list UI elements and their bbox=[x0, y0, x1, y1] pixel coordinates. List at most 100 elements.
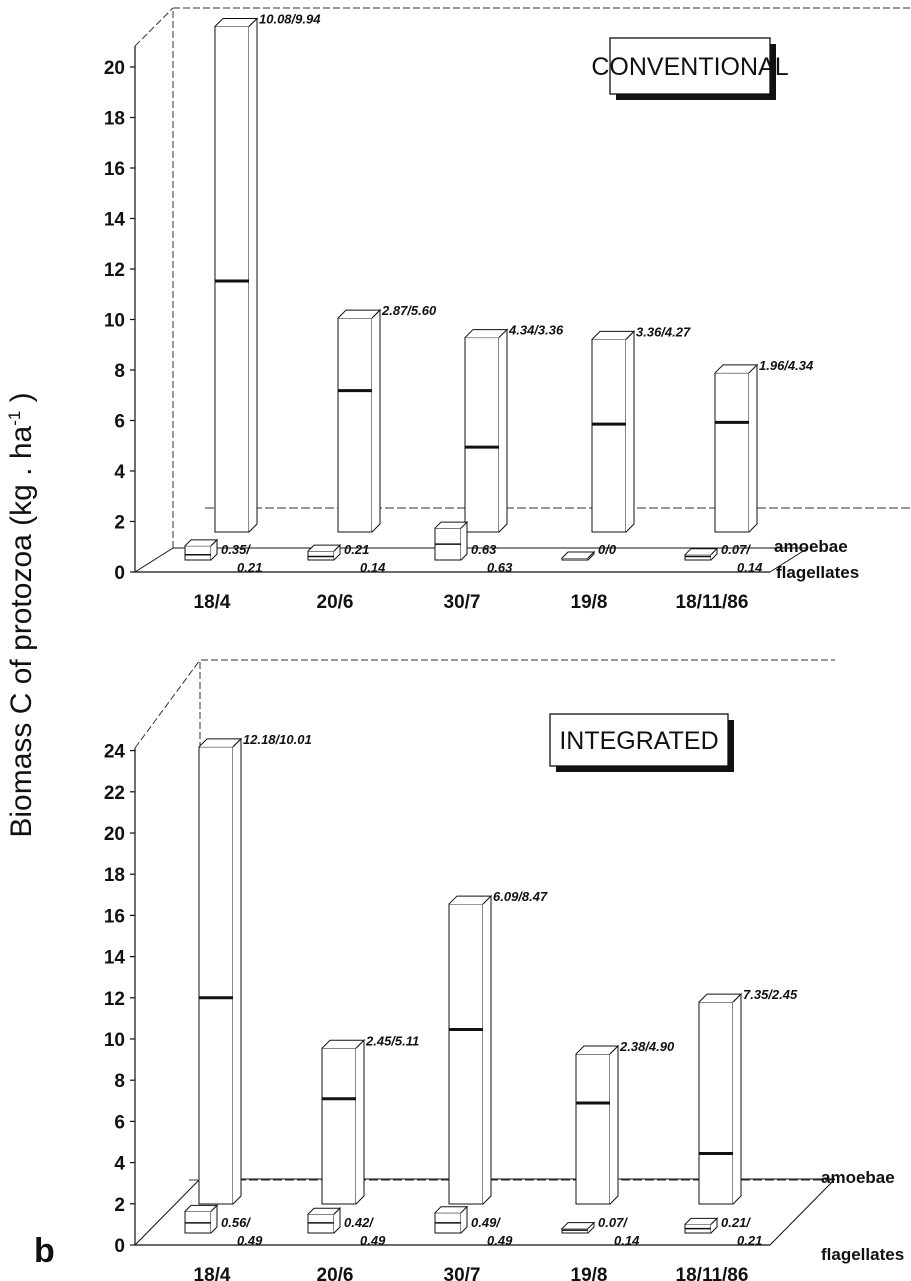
y-axis-label: Biomass C of protozoa (kg . ha-1 ) bbox=[5, 255, 55, 975]
amoebae-value-label: 6.09/8.47 bbox=[493, 889, 548, 904]
flagellates-value-label-bottom: 0.49 bbox=[237, 1233, 263, 1248]
flagellates-value-label-top: 0.63 bbox=[471, 542, 497, 557]
flagellates-value-label-top: 0.49/ bbox=[471, 1215, 501, 1230]
amoebae-value-label: 7.35/2.45 bbox=[743, 987, 798, 1002]
y-tick-label: 2 bbox=[114, 513, 125, 534]
y-tick-label: 22 bbox=[104, 783, 125, 804]
amoebae-bar bbox=[449, 904, 483, 1204]
y-tick-label: 8 bbox=[114, 361, 125, 382]
category-label: 30/7 bbox=[444, 1265, 481, 1281]
amoebae-value-label: 2.87/5.60 bbox=[381, 303, 437, 318]
flagellates-value-label-top: 0.21/ bbox=[721, 1215, 751, 1230]
y-tick-label: 16 bbox=[104, 906, 125, 927]
row-label-flagellates: flagellates bbox=[821, 1245, 904, 1264]
y-tick-label: 16 bbox=[104, 159, 125, 180]
flagellates-value-label-bottom: 0.14 bbox=[737, 560, 763, 575]
y-tick-label: 14 bbox=[104, 210, 126, 231]
amoebae-bar-side bbox=[749, 365, 757, 532]
category-label: 20/6 bbox=[317, 592, 354, 613]
flagellates-value-label-bottom: 0.49 bbox=[487, 1233, 513, 1248]
amoebae-value-label: 2.38/4.90 bbox=[619, 1039, 675, 1054]
category-label: 18/11/86 bbox=[676, 592, 749, 613]
amoebae-value-label: 3.36/4.27 bbox=[636, 324, 691, 339]
amoebae-value-label: 10.08/9.94 bbox=[259, 11, 321, 26]
flagellates-value-label-top: 0.56/ bbox=[221, 1215, 251, 1230]
amoebae-bar bbox=[592, 339, 626, 532]
wall-diagonal bbox=[135, 660, 200, 748]
y-tick-label: 10 bbox=[104, 311, 125, 332]
flagellates-value-label-bottom: 0.14 bbox=[360, 560, 386, 575]
y-tick-label: 20 bbox=[104, 58, 125, 79]
y-tick-label: 12 bbox=[104, 989, 125, 1010]
flagellates-bar bbox=[685, 555, 711, 560]
floor-right-edge bbox=[770, 1179, 835, 1245]
chart-title: CONVENTIONAL bbox=[591, 53, 788, 81]
amoebae-bar-side bbox=[733, 994, 741, 1204]
flagellates-value-label-top: 0.42/ bbox=[344, 1215, 374, 1230]
y-tick-label: 24 bbox=[104, 742, 126, 763]
y-tick-label: 8 bbox=[114, 1071, 125, 1092]
category-label: 19/8 bbox=[571, 1265, 608, 1281]
flagellates-value-label-bottom: 0.21 bbox=[237, 560, 262, 575]
y-axis-label-superscript: -1 bbox=[5, 411, 24, 426]
chart-panel-conventional: 0 2 4 6 8 10 12 14 16 18 20 CONVENTIONAL amoebae flag… bbox=[104, 8, 911, 613]
amoebae-bar-side bbox=[610, 1046, 618, 1204]
amoebae-value-label: 2.45/5.11 bbox=[365, 1033, 419, 1048]
amoebae-bar bbox=[338, 318, 372, 532]
flagellates-value-label-bottom: 0.63 bbox=[487, 560, 513, 575]
amoebae-value-label: 12.18/10.01 bbox=[243, 732, 312, 747]
category-label: 19/8 bbox=[571, 592, 608, 613]
flagellates-value-label-top: 0/0 bbox=[598, 542, 617, 557]
amoebae-bar-side bbox=[356, 1040, 364, 1204]
chart-title: INTEGRATED bbox=[559, 727, 718, 755]
flagellates-value-label-top: 0.07/ bbox=[721, 542, 751, 557]
amoebae-bar-side bbox=[372, 310, 380, 532]
amoebae-bar bbox=[699, 1002, 733, 1204]
y-tick-label: 6 bbox=[114, 412, 125, 433]
amoebae-value-label: 1.96/4.34 bbox=[759, 358, 814, 373]
y-tick-label: 0 bbox=[114, 1236, 125, 1257]
amoebae-bar bbox=[215, 26, 249, 532]
flagellates-bar bbox=[308, 551, 334, 560]
y-tick-label: 0 bbox=[114, 563, 125, 584]
category-label: 20/6 bbox=[317, 1265, 354, 1281]
amoebae-bar bbox=[715, 373, 749, 532]
category-label: 30/7 bbox=[444, 592, 481, 613]
back-wall bbox=[173, 8, 911, 548]
flagellates-bar-side bbox=[461, 522, 467, 560]
y-tick-label: 4 bbox=[114, 462, 125, 483]
amoebae-bar-side bbox=[483, 896, 491, 1204]
y-tick-label: 20 bbox=[104, 824, 125, 845]
amoebae-bar-side bbox=[626, 331, 634, 532]
amoebae-bar bbox=[322, 1048, 356, 1204]
flagellates-value-label-bottom: 0.49 bbox=[360, 1233, 386, 1248]
flagellates-value-label-top: 0.07/ bbox=[598, 1215, 628, 1230]
y-tick-label: 12 bbox=[104, 260, 125, 281]
amoebae-bar-side bbox=[499, 330, 507, 532]
amoebae-bar bbox=[199, 747, 233, 1204]
row-label-amoebae: amoebae bbox=[821, 1168, 895, 1187]
flagellates-bar bbox=[185, 546, 211, 560]
y-tick-label: 2 bbox=[114, 1195, 125, 1216]
row-label-amoebae: amoebae bbox=[774, 537, 848, 556]
amoebae-bar-side bbox=[249, 18, 257, 532]
y-tick-label: 14 bbox=[104, 948, 126, 969]
flagellates-value-label-bottom: 0.21 bbox=[737, 1233, 762, 1248]
y-tick-label: 18 bbox=[104, 865, 125, 886]
category-label: 18/4 bbox=[194, 592, 231, 613]
y-axis-label-text: Biomass C of protozoa (kg . ha bbox=[5, 426, 38, 838]
category-label: 18/4 bbox=[194, 1265, 231, 1281]
amoebae-value-label: 4.34/3.36 bbox=[508, 323, 564, 338]
flagellates-bar bbox=[562, 558, 588, 560]
amoebae-bar bbox=[576, 1054, 610, 1204]
y-tick-label: 10 bbox=[104, 1030, 125, 1051]
amoebae-bar-side bbox=[233, 739, 241, 1204]
flagellates-value-label-bottom: 0.14 bbox=[614, 1233, 640, 1248]
y-tick-label: 18 bbox=[104, 109, 125, 130]
floor-left-edge bbox=[135, 548, 173, 572]
flagellates-value-label-top: 0.35/ bbox=[221, 542, 251, 557]
y-tick-label: 4 bbox=[114, 1154, 125, 1175]
amoebae-bar bbox=[465, 338, 499, 532]
panel-letter: b bbox=[34, 1232, 55, 1271]
